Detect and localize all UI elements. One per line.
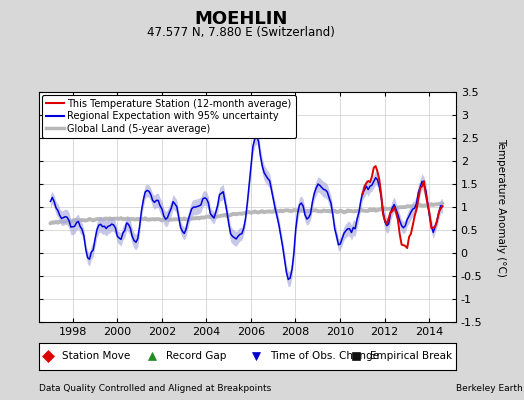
Legend: This Temperature Station (12-month average), Regional Expectation with 95% uncer: This Temperature Station (12-month avera… [42, 95, 296, 138]
Text: 47.577 N, 7.880 E (Switzerland): 47.577 N, 7.880 E (Switzerland) [147, 26, 335, 39]
Text: Berkeley Earth: Berkeley Earth [456, 384, 522, 393]
Text: Record Gap: Record Gap [166, 351, 227, 362]
Y-axis label: Temperature Anomaly (°C): Temperature Anomaly (°C) [496, 138, 506, 276]
Text: Empirical Break: Empirical Break [370, 351, 453, 362]
Text: Time of Obs. Change: Time of Obs. Change [270, 351, 379, 362]
Text: MOEHLIN: MOEHLIN [194, 10, 288, 28]
Text: Station Move: Station Move [62, 351, 130, 362]
Text: Data Quality Controlled and Aligned at Breakpoints: Data Quality Controlled and Aligned at B… [39, 384, 271, 393]
